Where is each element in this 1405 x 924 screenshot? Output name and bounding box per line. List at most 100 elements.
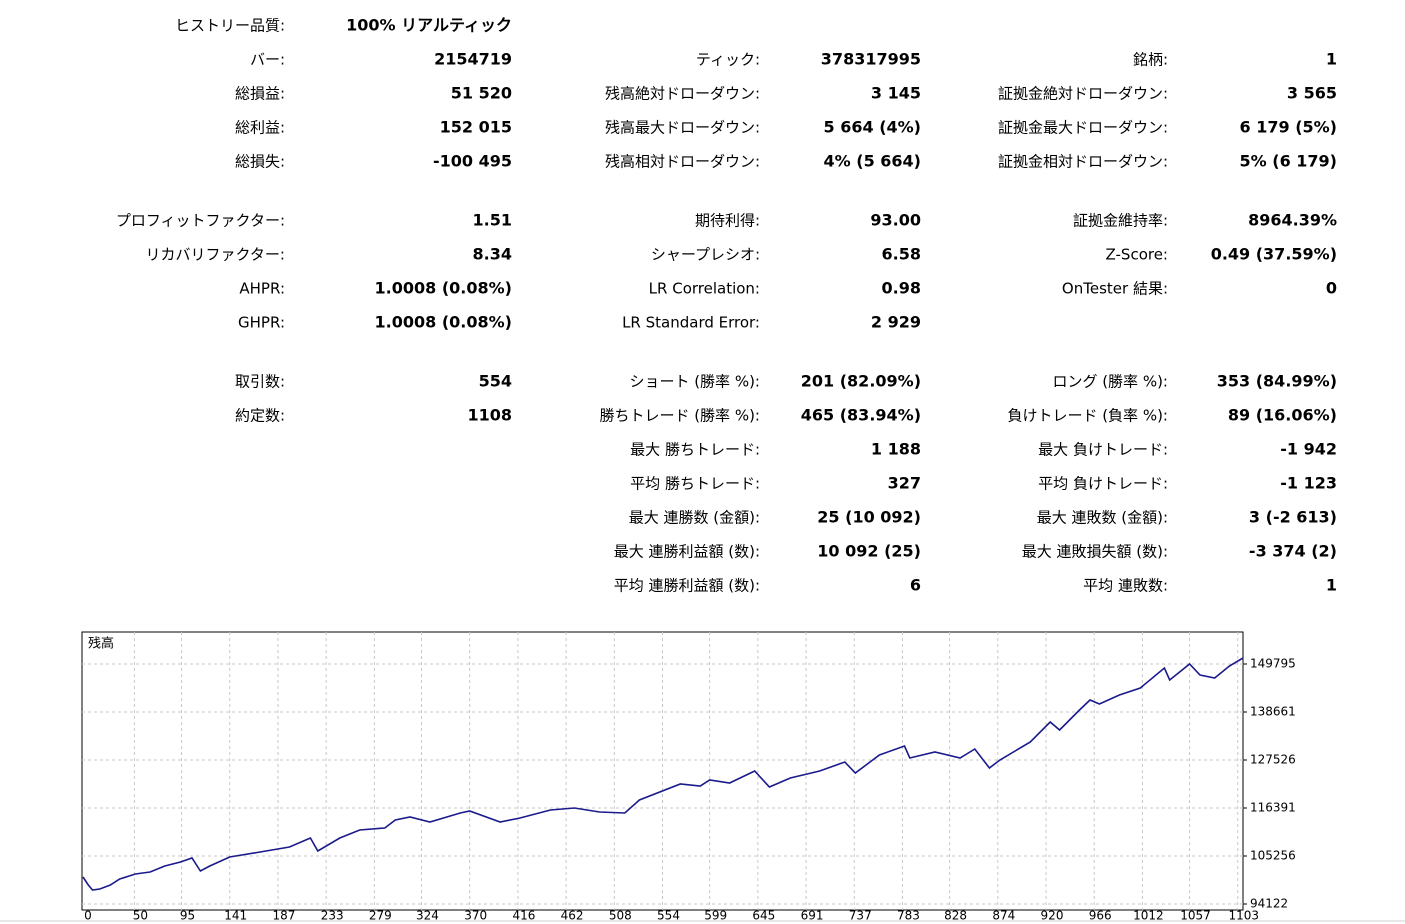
stat-value: 0.49 (37.59%): [1211, 245, 1337, 264]
x-tick-label: 599: [704, 909, 727, 923]
stat-value: 89 (16.06%): [1228, 406, 1337, 425]
stat-value: -1 942: [1280, 440, 1337, 459]
stat-value: 51 520: [451, 84, 512, 103]
stat-label: 勝ちトレード (勝率 %):: [599, 407, 760, 425]
stat-label: 負けトレード (負率 %):: [1007, 407, 1168, 425]
x-tick-label: 645: [752, 909, 775, 923]
stat-label: LR Standard Error:: [622, 314, 760, 332]
stat-label: 平均 連敗数:: [1083, 577, 1168, 595]
stat-value: 1.0008 (0.08%): [375, 279, 512, 298]
stat-label: AHPR:: [239, 280, 285, 298]
stat-label: 最大 勝ちトレード:: [630, 441, 760, 459]
stat-value: 3 565: [1287, 84, 1337, 103]
y-tick-label: 94122: [1250, 896, 1288, 910]
stat-label: 総損益:: [235, 85, 285, 103]
stat-label: LR Correlation:: [649, 280, 760, 298]
stat-value: 100% リアルティック: [346, 16, 512, 35]
stat-value: 4% (5 664): [824, 152, 921, 171]
stat-label: プロフィットファクター:: [116, 212, 285, 230]
x-tick-label: 737: [849, 909, 872, 923]
stat-label: ティック:: [696, 51, 760, 69]
stat-label: 最大 負けトレード:: [1038, 441, 1168, 459]
stat-label: 最大 連敗損失額 (数):: [1022, 543, 1168, 561]
x-tick-label: 416: [512, 909, 535, 923]
stat-value: 1: [1326, 50, 1337, 69]
stat-label: ヒストリー品質:: [175, 17, 285, 35]
y-tick-label: 116391: [1250, 801, 1296, 815]
x-tick-label: 1012: [1133, 909, 1164, 923]
stat-value: 10 092 (25): [817, 542, 921, 561]
stat-value: 6 179 (5%): [1240, 118, 1337, 137]
stat-label: 平均 連勝利益額 (数):: [614, 577, 760, 595]
x-tick-label: 279: [369, 909, 392, 923]
stat-value: -1 123: [1280, 474, 1337, 493]
x-tick-label: 50: [133, 909, 148, 923]
stat-value: 3 (-2 613): [1249, 508, 1337, 527]
x-tick-label: 783: [897, 909, 920, 923]
x-tick-label: 966: [1089, 909, 1112, 923]
stat-label: OnTester 結果:: [1062, 280, 1168, 298]
x-tick-label: 370: [464, 909, 487, 923]
stat-value: 0.98: [882, 279, 921, 298]
stat-value: 378317995: [821, 50, 921, 69]
stat-value: 2 929: [871, 313, 921, 332]
x-tick-label: 233: [321, 909, 344, 923]
stat-label: 総利益:: [235, 119, 285, 137]
stat-label: 銘柄:: [1133, 51, 1168, 69]
x-tick-label: 187: [272, 909, 295, 923]
balance-line: [82, 657, 1244, 891]
stat-label: 平均 勝ちトレード:: [630, 475, 760, 493]
stat-value: 3 145: [871, 84, 921, 103]
y-tick-label: 138661: [1250, 704, 1296, 718]
stat-value: 1108: [467, 406, 512, 425]
stat-value: 8964.39%: [1248, 211, 1337, 230]
stat-label: 総損失:: [235, 153, 285, 171]
stat-label: ショート (勝率 %):: [629, 373, 760, 391]
x-tick-label: 874: [992, 909, 1015, 923]
stat-value: 0: [1326, 279, 1337, 298]
stat-label: 最大 連敗数 (金額):: [1037, 509, 1168, 527]
y-tick-label: 127526: [1250, 752, 1296, 766]
x-tick-label: 508: [609, 909, 632, 923]
stat-label: 取引数:: [235, 373, 285, 391]
x-tick-label: 462: [561, 909, 584, 923]
stat-value: 8.34: [473, 245, 512, 264]
stat-value: 1: [1326, 576, 1337, 595]
stat-value: 353 (84.99%): [1217, 372, 1337, 391]
stat-value: 93.00: [870, 211, 921, 230]
stat-label: 平均 負けトレード:: [1038, 475, 1168, 493]
stat-value: 5 664 (4%): [824, 118, 921, 137]
x-tick-label: 95: [180, 909, 195, 923]
stat-value: 6.58: [882, 245, 921, 264]
stat-value: 5% (6 179): [1240, 152, 1337, 171]
x-tick-label: 0: [84, 909, 92, 923]
stat-value: 2154719: [434, 50, 512, 69]
stat-label: GHPR:: [238, 314, 285, 332]
stat-label: 残高最大ドローダウン:: [605, 119, 760, 137]
stat-label: リカバリファクター:: [146, 246, 285, 264]
stat-value: 327: [888, 474, 921, 493]
x-tick-label: 691: [801, 909, 824, 923]
chart-title: 残高: [88, 636, 114, 652]
x-tick-label: 324: [416, 909, 439, 923]
stat-label: Z-Score:: [1106, 246, 1169, 264]
stat-value: 152 015: [440, 118, 512, 137]
stat-value: 554: [479, 372, 512, 391]
stat-label: シャープレシオ:: [651, 246, 760, 264]
stat-label: 残高相対ドローダウン:: [605, 153, 760, 171]
stat-label: 最大 連勝利益額 (数):: [614, 543, 760, 561]
stat-value: 201 (82.09%): [801, 372, 921, 391]
stat-label: 証拠金絶対ドローダウン:: [998, 85, 1168, 103]
stat-value: -100 495: [433, 152, 512, 171]
stat-label: バー:: [250, 51, 285, 69]
stat-value: 1.51: [473, 211, 512, 230]
stat-value: 1 188: [871, 440, 921, 459]
x-tick-label: 1103: [1228, 909, 1259, 923]
y-tick-label: 105256: [1250, 849, 1296, 863]
stat-value: -3 374 (2): [1249, 542, 1337, 561]
stat-label: 証拠金維持率:: [1073, 212, 1168, 230]
stat-label: 最大 連勝数 (金額):: [629, 509, 760, 527]
stat-label: 残高絶対ドローダウン:: [605, 85, 760, 103]
stat-label: 証拠金最大ドローダウン:: [998, 119, 1168, 137]
